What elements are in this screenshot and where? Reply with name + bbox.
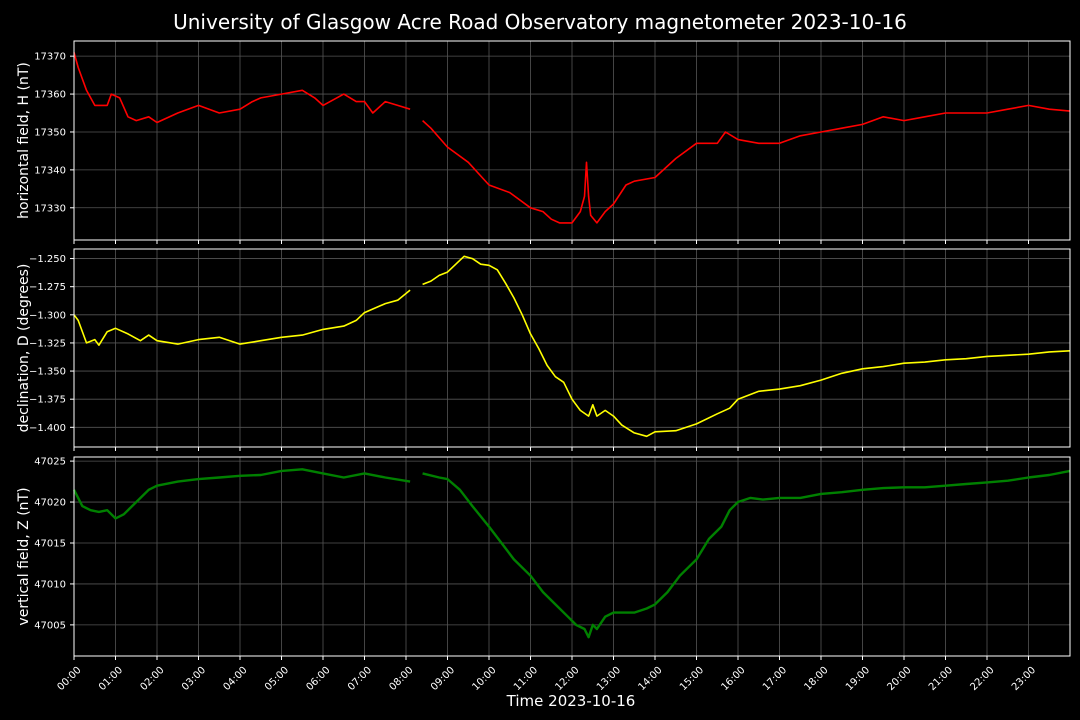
- horizontal-y-axis-label: horizontal field, H (nT): [16, 62, 32, 219]
- horizontal-series-line: [73, 52, 1071, 224]
- declination-y-axis-label: declination, D (degrees): [16, 264, 32, 433]
- vertical-ytick-label-1: 47010: [34, 579, 66, 590]
- horizontal-ytick-label-3: 17360: [34, 90, 66, 101]
- declination-series-line: [73, 255, 1071, 438]
- vertical-y-axis-label: vertical field, Z (nT): [16, 487, 32, 625]
- vertical-series-line: [72, 468, 1071, 639]
- horizontal-ytick-label-4: 17370: [34, 52, 66, 63]
- declination-panel: −1.250 −1.275 −1.300 −1.325 −1.350 −1.375 −1.4…: [16, 248, 1071, 451]
- vertical-panel: 47005 47010 47015 47020 47025 vertical field,…: [16, 456, 1071, 660]
- horizontal-ytick-label-1: 17340: [34, 165, 66, 176]
- horizontal-ytick-label-2: 17350: [34, 127, 66, 138]
- vertical-ytick-label-3: 47020: [34, 498, 66, 509]
- declination-ytick-label-2: −1.300: [29, 310, 66, 321]
- declination-ytick-label-6: −1.400: [29, 423, 66, 434]
- vertical-ytick-label-0: 47005: [34, 620, 66, 631]
- x-axis-label: Time 2023-10-16: [506, 692, 636, 710]
- chart-title: University of Glasgow Acre Road Observat…: [173, 10, 907, 34]
- declination-ytick-label-3: −1.325: [29, 338, 66, 349]
- declination-ytick-label-5: −1.375: [29, 395, 66, 406]
- horizontal-ytick-label-0: 17330: [34, 203, 66, 214]
- vertical-ytick-label-2: 47015: [34, 538, 66, 549]
- declination-ytick-label-0: −1.250: [29, 254, 66, 265]
- declination-ytick-label-4: −1.350: [29, 367, 66, 378]
- vertical-ytick-label-4: 47025: [34, 457, 66, 468]
- declination-ytick-label-1: −1.275: [29, 282, 66, 293]
